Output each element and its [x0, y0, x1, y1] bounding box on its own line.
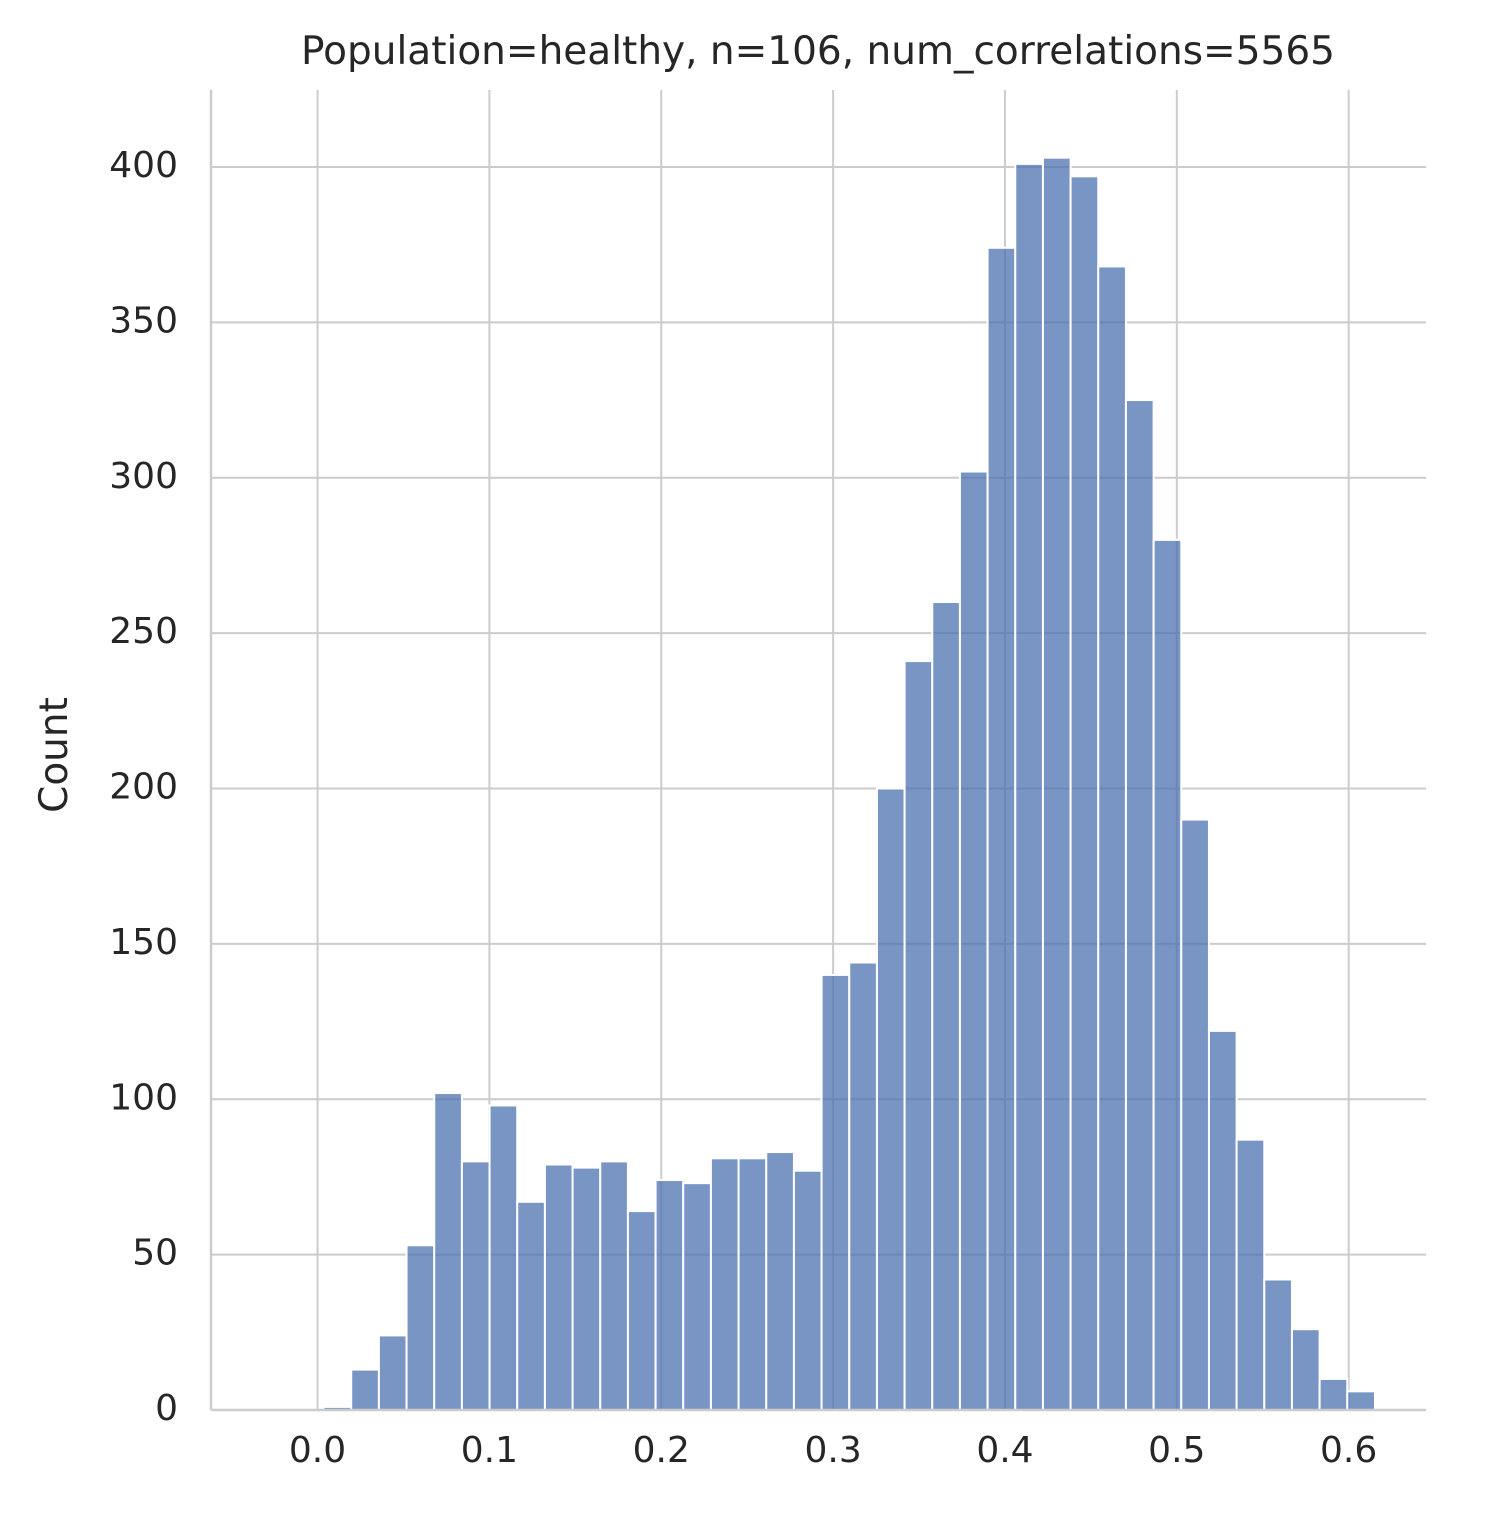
histogram-bar [1318, 1377, 1349, 1412]
histogram-bar [543, 1163, 574, 1411]
histogram-bar [682, 1182, 712, 1411]
histogram-bar [1041, 156, 1072, 1412]
histogram-bar [737, 1157, 768, 1411]
y-tick-label: 0 [155, 1388, 178, 1429]
x-tick-label: 0.4 [976, 1430, 1033, 1471]
histogram-bar [1207, 1029, 1238, 1411]
histogram-bar [654, 1179, 685, 1412]
histogram-bar [1263, 1278, 1293, 1411]
histogram-bar [875, 787, 906, 1411]
histogram-bar [765, 1151, 795, 1411]
histogram-bar [820, 973, 851, 1411]
histogram-bar [626, 1210, 657, 1411]
chart-title: Population=healthy, n=106, num_correlati… [301, 29, 1335, 74]
y-tick-label: 150 [109, 922, 178, 963]
y-tick-label: 350 [109, 300, 178, 341]
x-tick-label: 0.3 [804, 1430, 861, 1471]
histogram-bar [433, 1092, 463, 1412]
histogram-bar [1346, 1390, 1376, 1411]
histogram-bar [986, 246, 1017, 1411]
histogram-bar [931, 601, 961, 1411]
histogram-bar [1124, 399, 1155, 1411]
histogram-bar [1069, 175, 1100, 1411]
x-tick-label: 0.5 [1148, 1430, 1205, 1471]
y-tick-label: 250 [109, 611, 178, 652]
y-tick-label: 100 [109, 1077, 178, 1118]
histogram-bar [1014, 162, 1044, 1412]
histogram-bar [848, 961, 878, 1412]
histogram-bar [488, 1104, 519, 1411]
y-tick-label: 400 [109, 145, 178, 186]
y-axis-label: Count [32, 697, 77, 813]
histogram-bar [377, 1334, 408, 1412]
histogram-bar [958, 470, 989, 1412]
histogram-bar [903, 660, 934, 1411]
y-tick-labels: 0 50 100 150 200 250 300 350 400 [109, 145, 178, 1429]
x-tick-label: 0.2 [633, 1430, 690, 1471]
histogram-bar [1097, 265, 1127, 1412]
histogram-bars [322, 156, 1376, 1412]
histogram-bar [571, 1166, 602, 1411]
x-tick-label: 0.1 [461, 1430, 518, 1471]
y-tick-label: 300 [109, 456, 178, 497]
x-tick-label: 0.0 [289, 1430, 346, 1471]
x-tick-label: 0.6 [1320, 1430, 1377, 1471]
histogram-bar [1180, 818, 1210, 1411]
histogram-bar [350, 1368, 380, 1412]
histogram-bar [405, 1244, 436, 1411]
histogram-bar [1235, 1138, 1266, 1411]
y-tick-label: 200 [109, 767, 178, 808]
y-tick-label: 50 [132, 1233, 178, 1274]
histogram-bar [1152, 538, 1183, 1411]
histogram-bar [460, 1160, 491, 1412]
x-tick-labels: 0.0 0.1 0.2 0.3 0.4 0.5 0.6 [289, 1430, 1377, 1471]
histogram-bar [1290, 1328, 1321, 1411]
histogram-bar [516, 1200, 546, 1411]
histogram-bar [709, 1157, 740, 1411]
histogram-bar [599, 1160, 629, 1412]
histogram-bar [792, 1169, 823, 1412]
